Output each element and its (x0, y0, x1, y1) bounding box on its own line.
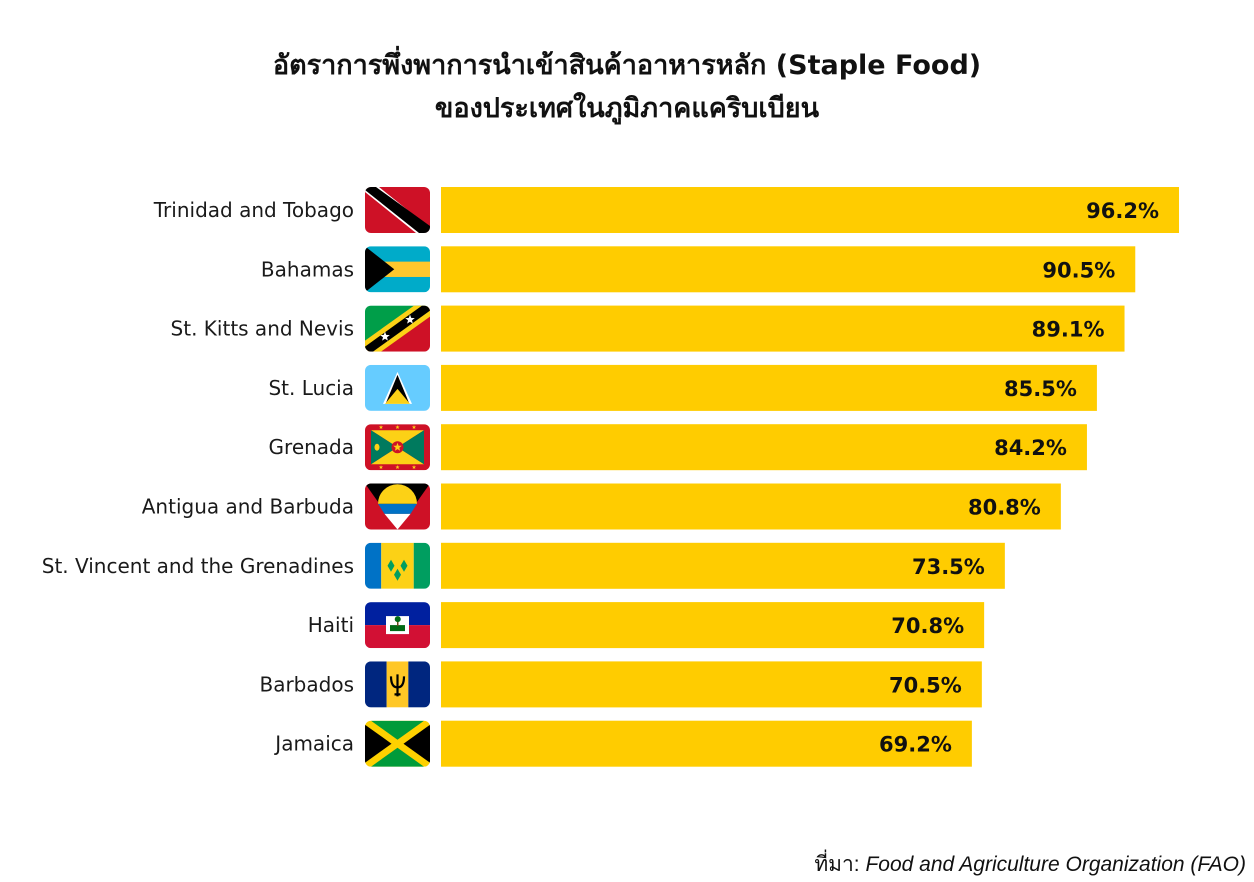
bar (441, 246, 1136, 293)
value-label: 70.8% (891, 614, 964, 638)
country-label: Haiti (308, 613, 354, 637)
country-label: Grenada (269, 435, 354, 459)
bar (441, 364, 1097, 411)
bar (441, 602, 985, 649)
source-text: Food and Agriculture Organization (FAO) (865, 853, 1246, 876)
bar (441, 542, 1005, 589)
value-label: 85.5% (1004, 377, 1077, 401)
bar (441, 187, 1179, 233)
source-prefix: ที่มา: (814, 853, 860, 876)
chart-title-block: อัตราการพึ่งพาการนำเข้าสินค้าอาหารหลัก (… (0, 44, 1254, 130)
value-label: 80.8% (968, 496, 1041, 520)
country-label: St. Lucia (268, 376, 354, 400)
flag-trinidad-and-tobago-icon (365, 187, 430, 233)
country-label: Trinidad and Tobago (153, 198, 354, 222)
value-label: 96.2% (1086, 199, 1159, 223)
country-label: Jamaica (273, 732, 354, 756)
bar (441, 483, 1061, 530)
value-label: 90.5% (1042, 258, 1115, 282)
chart-title: อัตราการพึ่งพาการนำเข้าสินค้าอาหารหลัก (… (272, 50, 982, 81)
bar (441, 424, 1087, 471)
bar (441, 720, 972, 767)
country-label: St. Kitts and Nevis (171, 317, 354, 341)
flag-st-vincent-and-the-grenadines-icon (365, 542, 430, 589)
source-note: ที่มา: Food and Agriculture Organization… (814, 848, 1246, 881)
value-label: 84.2% (994, 436, 1067, 460)
bar (441, 661, 982, 708)
flag-grenada-icon (365, 424, 430, 471)
flag-jamaica-icon (365, 720, 430, 767)
country-label: Antigua and Barbuda (142, 495, 354, 519)
flag-st-lucia-icon (365, 364, 430, 411)
value-label: 70.5% (889, 673, 962, 697)
flag-st-kitts-and-nevis-icon (365, 305, 430, 352)
flag-haiti-icon (365, 602, 430, 649)
chart-subtitle: ของประเทศในภูมิภาคแคริบเบียน (434, 93, 820, 124)
bar (441, 305, 1125, 352)
flag-bahamas-icon (365, 246, 430, 293)
flag-antigua-and-barbuda-icon (365, 483, 430, 530)
flag-barbados-icon (365, 661, 430, 708)
value-label: 69.2% (879, 733, 952, 757)
value-label: 73.5% (912, 555, 985, 579)
country-label: Bahamas (261, 257, 354, 281)
country-label: Barbados (259, 672, 354, 696)
country-label: St. Vincent and the Grenadines (42, 554, 354, 578)
value-label: 89.1% (1032, 318, 1105, 342)
